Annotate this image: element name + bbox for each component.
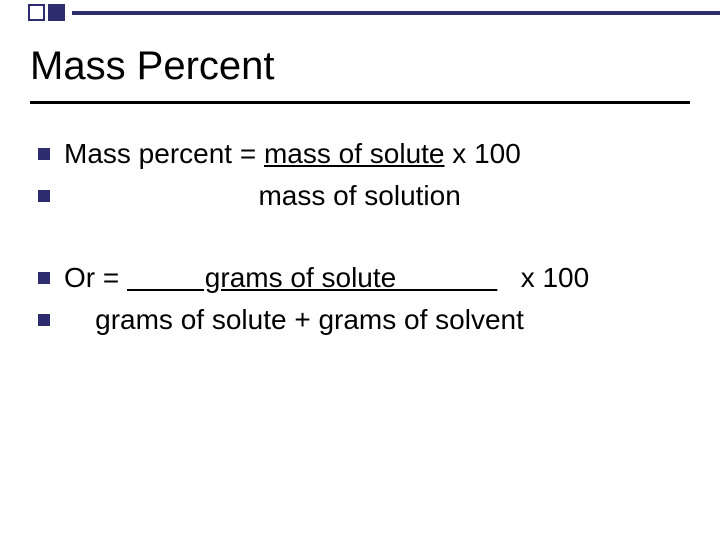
bullet-row-3: Or = grams of solute x 100 [38, 260, 698, 298]
bullet-icon [38, 272, 50, 284]
line-2-indent [64, 180, 258, 211]
line-3-suffix: x 100 [497, 262, 589, 293]
line-1-prefix: Mass percent = [64, 138, 264, 169]
bullet-icon [38, 314, 50, 326]
line-4-text: grams of solute + grams of solvent [95, 304, 524, 335]
decor-bar [72, 11, 720, 15]
bullet-row-2: mass of solution [38, 178, 698, 216]
line-1-suffix: x 100 [445, 138, 521, 169]
bullet-icon [38, 148, 50, 160]
slide-title: Mass Percent [30, 44, 275, 89]
bullet-row-4: grams of solute + grams of solvent [38, 302, 698, 340]
header-decoration [0, 0, 720, 26]
bullet-row-1: Mass percent = mass of solute x 100 [38, 136, 698, 174]
line-1: Mass percent = mass of solute x 100 [64, 136, 521, 172]
line-3: Or = grams of solute x 100 [64, 260, 589, 296]
title-underline [30, 101, 690, 104]
line-3-prefix: Or = [64, 262, 127, 293]
line-2-text: mass of solution [258, 180, 460, 211]
decor-square-outline [28, 4, 45, 21]
spacer [38, 220, 698, 260]
line-2: mass of solution [64, 178, 461, 214]
line-4-indent [64, 304, 95, 335]
bullet-icon [38, 190, 50, 202]
decor-square-filled [48, 4, 65, 21]
line-3-under: grams of solute [127, 262, 497, 293]
line-1-under: mass of solute [264, 138, 445, 169]
line-4: grams of solute + grams of solvent [64, 302, 524, 338]
slide-body: Mass percent = mass of solute x 100 mass… [38, 136, 698, 344]
